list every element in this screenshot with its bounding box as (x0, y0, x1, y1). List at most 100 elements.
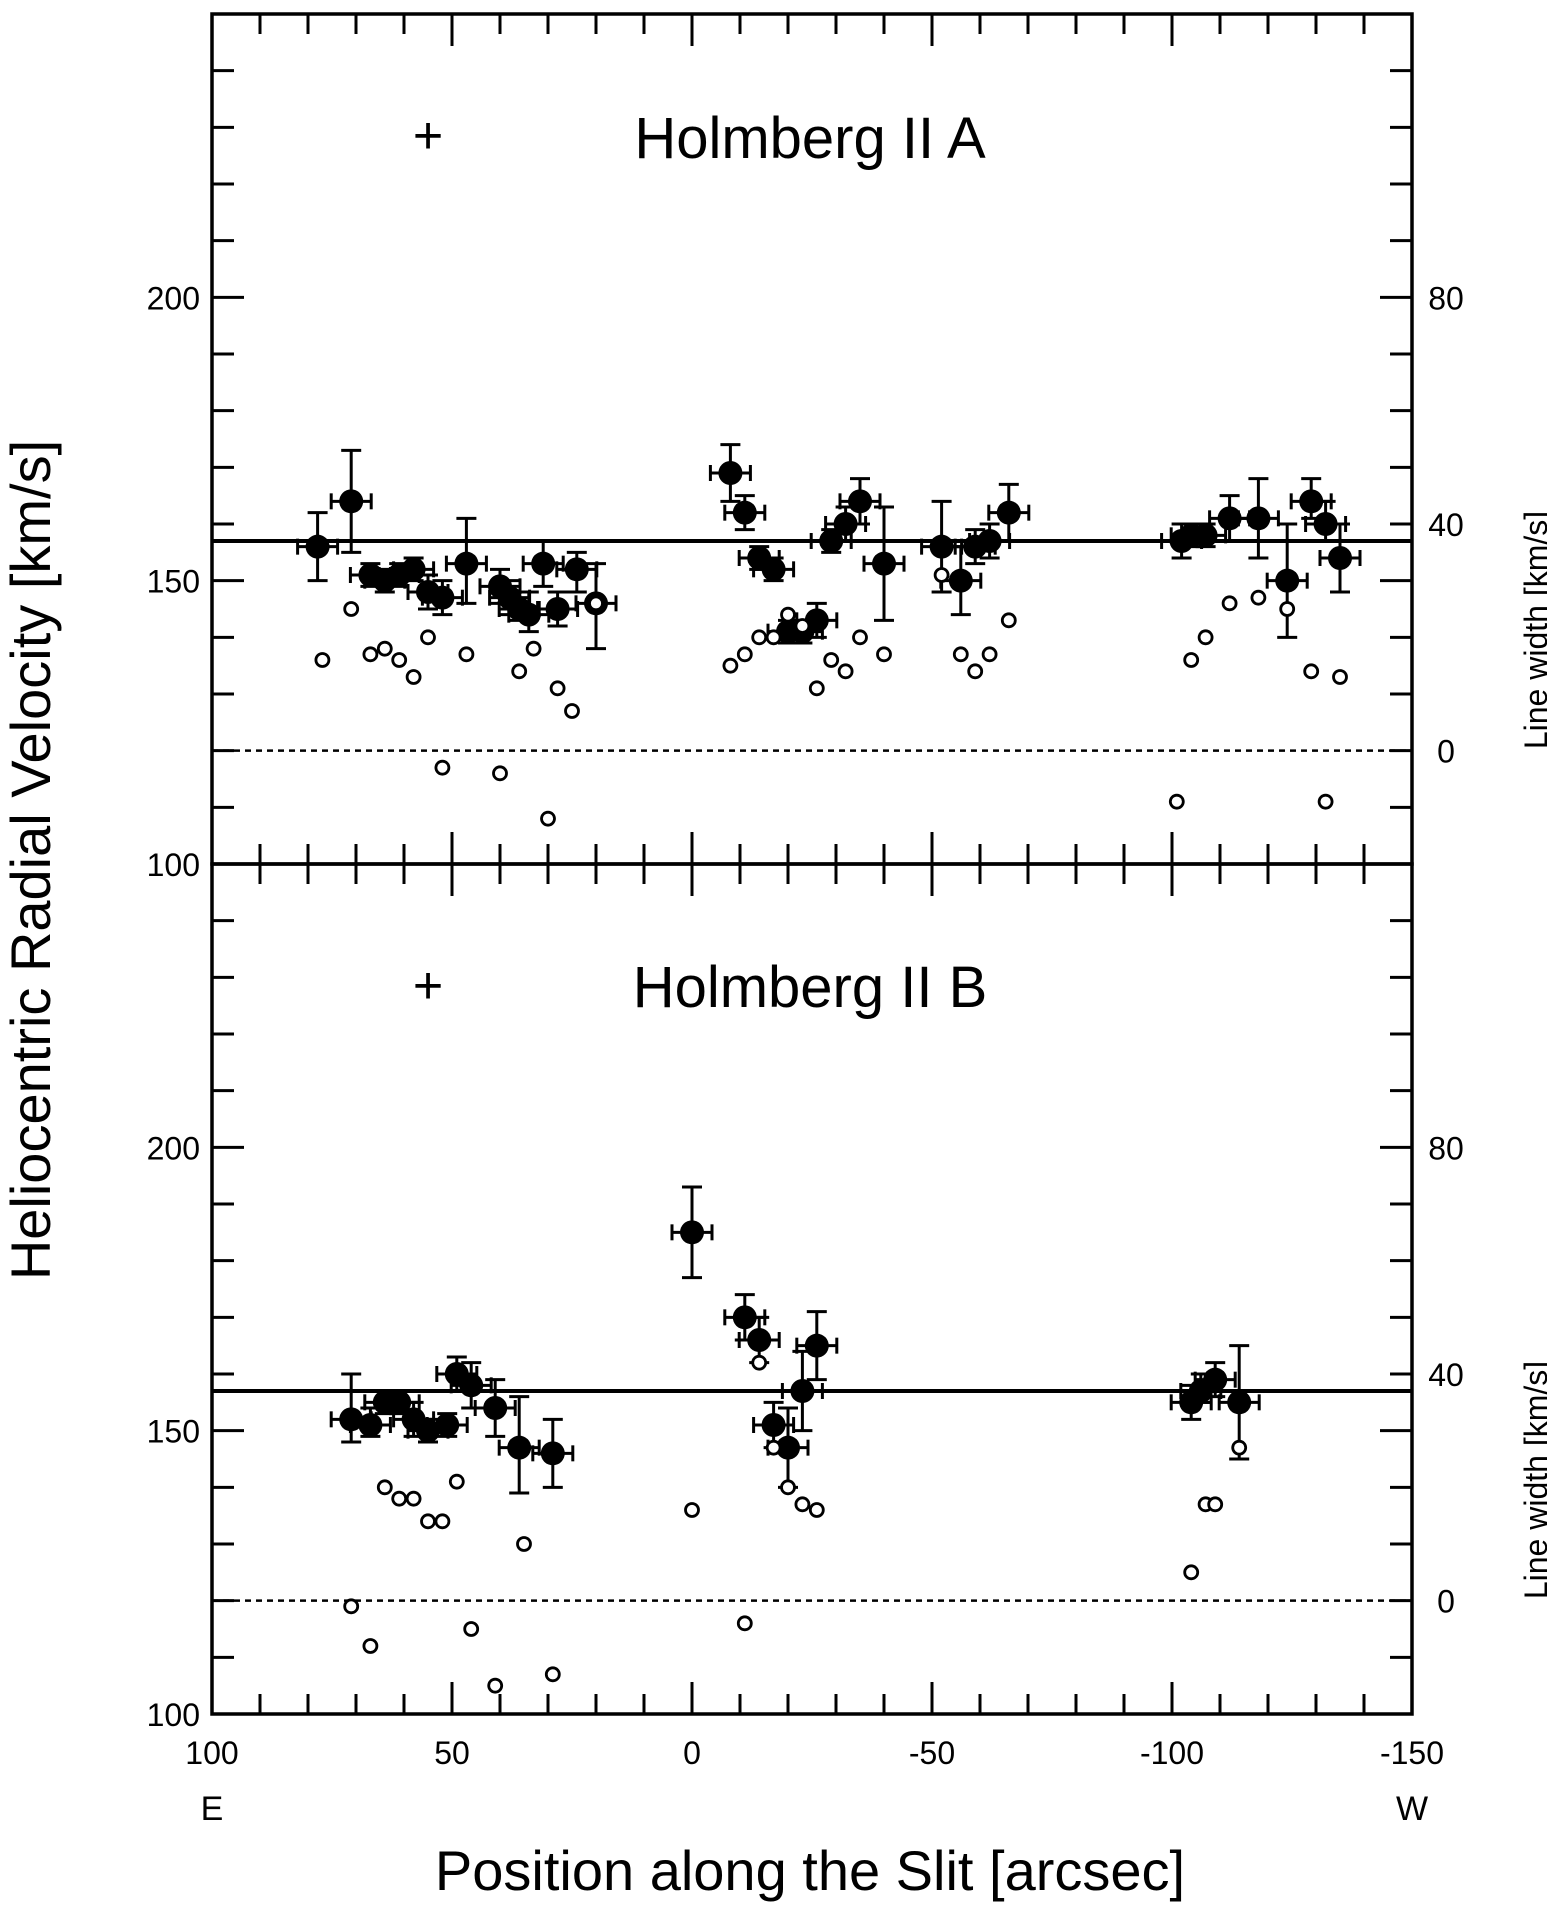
velocity-point (761, 557, 786, 582)
line-width-point (1279, 601, 1296, 617)
velocity-point (305, 534, 330, 559)
line-width-point (736, 646, 753, 663)
velocity-point (732, 1305, 757, 1330)
line-width-point (1183, 1564, 1200, 1581)
velocity-point (996, 500, 1021, 525)
line-width-point (1250, 589, 1267, 606)
velocity-point (435, 1413, 460, 1437)
velocity-point (872, 551, 896, 576)
line-width-point (314, 652, 331, 668)
line-width-point (751, 629, 768, 646)
velocity-point (948, 568, 973, 593)
panel-b: Holmberg II B + Line width [km/s] 100 150… (147, 862, 1547, 1771)
line-width-point (981, 646, 998, 663)
velocity-point (531, 551, 556, 576)
velocity-point (804, 1333, 829, 1358)
velocity-point (339, 489, 364, 514)
line-width-point (1000, 612, 1017, 629)
velocity-point (454, 551, 479, 576)
line-width-point (967, 663, 984, 680)
velocity-point (387, 1390, 412, 1415)
x-tick-label: 100 (185, 1735, 238, 1771)
line-width-point (765, 629, 782, 646)
velocity-point (540, 1441, 565, 1466)
x-tick-label: -50 (909, 1735, 955, 1771)
y-tick-label: 100 (147, 1697, 200, 1733)
y-tick-label: 200 (147, 280, 200, 316)
velocity-point (516, 602, 541, 627)
line-width-point (420, 629, 436, 646)
line-width-point (823, 652, 840, 668)
y2-tick-label: 40 (1428, 507, 1464, 543)
y-tick-label: 150 (147, 1414, 200, 1450)
line-width-point (564, 703, 580, 719)
line-width-point (458, 646, 475, 663)
velocity-point (776, 1435, 800, 1460)
line-width-point (511, 663, 528, 680)
y-axis-title: Heliocentric Radial Velocity [km/s] (0, 440, 62, 1280)
line-width-point (362, 1638, 379, 1654)
panel-b-title: Holmberg II B (633, 955, 988, 1020)
velocity-point (1193, 523, 1218, 548)
velocity-point (929, 534, 954, 559)
line-width-point (487, 1677, 504, 1694)
line-width-point (1332, 669, 1348, 685)
line-width-point (448, 1473, 465, 1490)
velocity-point (507, 1435, 532, 1460)
line-width-point (808, 680, 825, 697)
line-width-point (343, 1598, 360, 1615)
velocity-point (1313, 512, 1338, 536)
line-width-point (837, 663, 854, 680)
velocity-point (761, 1413, 786, 1437)
panel-a-title: Holmberg II A (634, 106, 986, 171)
line-width-point (405, 1490, 422, 1507)
line-width-point (876, 646, 892, 663)
line-width-point (544, 1666, 561, 1683)
velocity-point (1227, 1390, 1252, 1415)
line-width-point (852, 629, 868, 646)
velocity-point (848, 489, 872, 514)
line-width-point (1183, 652, 1200, 668)
velocity-point (747, 1328, 772, 1352)
panel-a-center-marker: + (413, 107, 443, 165)
velocity-point (545, 597, 570, 621)
line-width-point (420, 1513, 436, 1530)
velocity-point (459, 1373, 484, 1398)
panel-b-center-marker: + (413, 957, 443, 1015)
y2-tick-label: 0 (1437, 734, 1455, 770)
line-width-point (1221, 595, 1238, 612)
line-width-point (434, 1513, 451, 1530)
velocity-point (1217, 506, 1242, 531)
velocity-point (401, 557, 426, 582)
panel-a-right-axis-label: Line width [km/s] (1518, 511, 1547, 749)
line-width-point (588, 595, 604, 612)
velocity-point (1299, 489, 1324, 514)
line-width-point (1231, 1439, 1248, 1456)
velocity-point (732, 500, 757, 525)
x-tick-label: -100 (1140, 1735, 1204, 1771)
y-tick-label: 200 (147, 1130, 200, 1166)
line-width-point (933, 567, 950, 583)
velocity-point (1203, 1367, 1228, 1392)
line-width-point (516, 1536, 532, 1552)
line-width-point (376, 1479, 393, 1496)
line-width-point (434, 759, 451, 776)
line-width-point (780, 606, 796, 623)
line-width-point (1317, 793, 1334, 810)
velocity-point (1275, 568, 1300, 593)
line-width-point (405, 669, 422, 685)
line-width-point (391, 1490, 408, 1507)
line-width-point (376, 640, 393, 657)
plot-frame (210, 862, 1414, 1716)
y2-tick-label: 80 (1428, 280, 1464, 316)
velocity-point (718, 461, 743, 485)
line-width-point (362, 646, 379, 663)
line-width-point (765, 1439, 782, 1456)
line-width-point (780, 1479, 796, 1496)
velocity-point (977, 529, 1002, 553)
y2-tick-label: 80 (1428, 1130, 1464, 1166)
line-width-point (525, 640, 542, 657)
x-axis-west-label: W (1396, 1790, 1428, 1828)
y-tick-label: 100 (147, 847, 200, 883)
